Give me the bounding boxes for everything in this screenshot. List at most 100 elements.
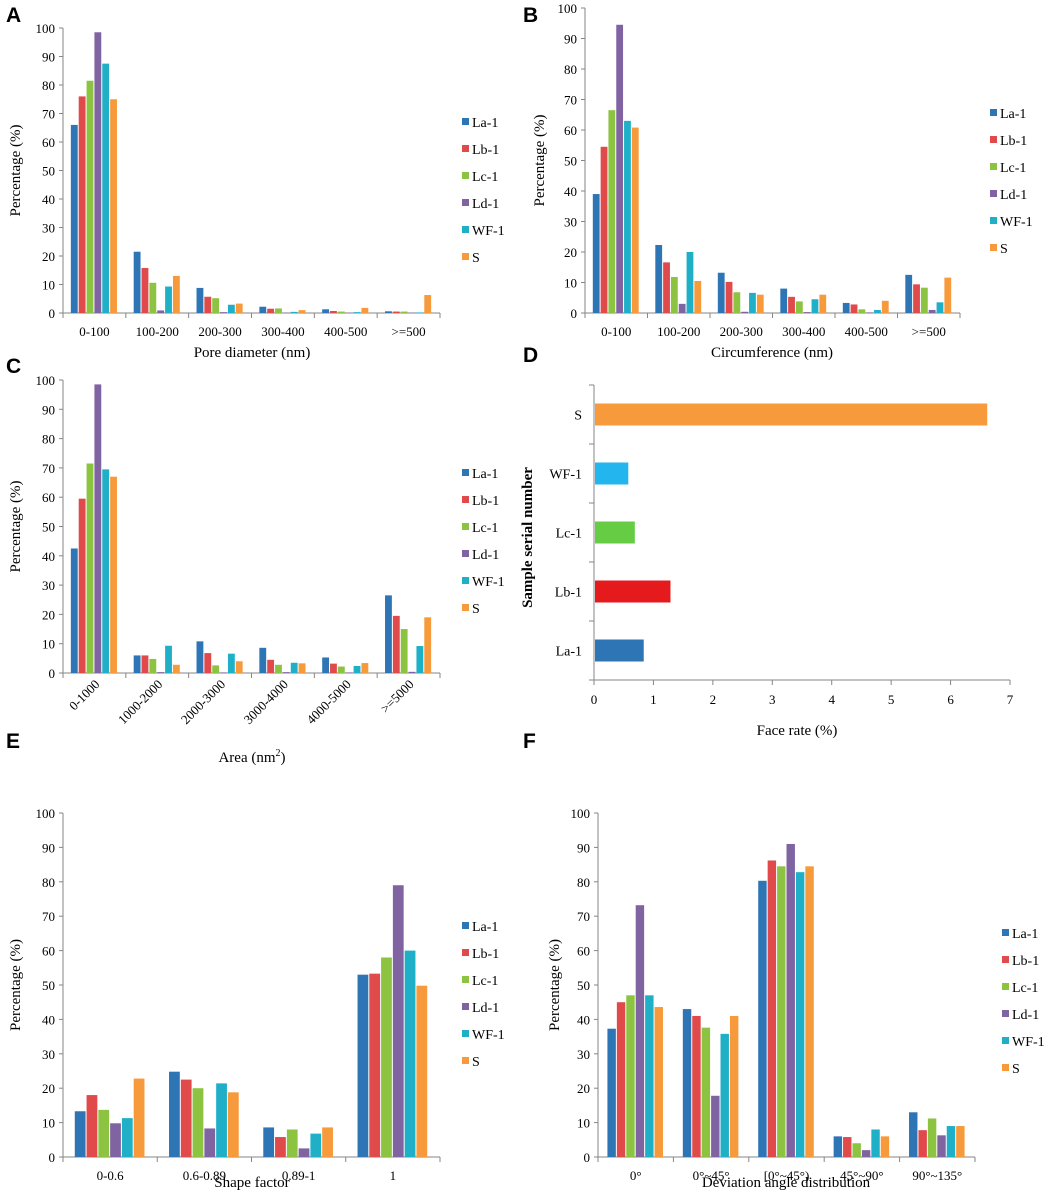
legend: La-1 Lb-1 Lc-1 Ld-1 WF-1 S	[462, 467, 505, 617]
x-axis-title-text: Circumference (nm)	[711, 345, 833, 361]
y-tick-label: 100	[36, 373, 56, 388]
y-tick-label: 100	[36, 21, 56, 36]
bar-la-1-4	[842, 302, 850, 313]
legend-label-la-1: La-1	[1012, 927, 1038, 942]
bar-lc-1-3	[275, 664, 282, 673]
bar-la-1-1	[682, 1009, 692, 1157]
bar-la-1-0	[607, 1028, 616, 1157]
bar-s-2	[322, 1127, 333, 1157]
x-tick-label: 90°~135°	[912, 1168, 962, 1183]
x-axis-title: Deviation angle distribution	[702, 1175, 871, 1191]
bar-wf-1-2	[227, 304, 235, 313]
bar-ld-1-4	[937, 1135, 946, 1157]
bar-lb-1-2	[275, 1137, 286, 1157]
y-axis-title: Percentage (%)	[547, 939, 563, 1031]
bar-lc-1-3	[381, 957, 392, 1157]
bar-s-5	[944, 277, 952, 313]
bar-lb-1-5	[913, 284, 920, 313]
bar-s-1	[172, 664, 180, 673]
bar-lc-1-2	[212, 298, 220, 313]
bar-lc-1-3	[275, 308, 282, 313]
bar-wf-1-5	[416, 646, 424, 673]
y-tick-label: 10	[42, 1116, 55, 1131]
bar-s-4	[361, 307, 369, 313]
bar-lc-1-0	[608, 110, 616, 313]
legend-label-ld-1: Ld-1	[472, 197, 499, 212]
x-axis-title-text: Deviation angle distribution	[702, 1175, 871, 1191]
x-axis-title: Area (nm2)	[218, 748, 285, 766]
legend-swatch-s	[462, 1057, 469, 1064]
bar-lb-1	[595, 580, 671, 603]
legend-swatch-lc-1	[1002, 983, 1009, 990]
bar-lb-1-4	[918, 1130, 927, 1157]
bar-lc-1-1	[670, 277, 678, 313]
bar-lb-1-1	[692, 1015, 701, 1157]
y-tick-label: 70	[564, 93, 577, 108]
x-tick-label: 3	[769, 692, 776, 707]
bar-lc-1-2	[733, 292, 741, 313]
x-axis-title-text: Area (nm	[218, 750, 275, 766]
y-tick-label: 90	[42, 50, 55, 65]
bar-wf-1	[595, 462, 629, 485]
x-tick-label: 400-500	[324, 324, 367, 339]
bar-lb-1-5	[392, 311, 400, 313]
bar-wf-1-2	[749, 292, 756, 313]
bar-wf-1-3	[290, 311, 298, 313]
x-tick-label: 1	[650, 692, 657, 707]
bar-ld-1-2	[298, 1148, 310, 1157]
bar-lb-1-2	[725, 281, 733, 313]
y-axis-title: Sample serial number	[520, 467, 536, 608]
y-tick-label: 10	[577, 1116, 590, 1131]
bar-ld-1-0	[110, 1123, 121, 1157]
legend-swatch-lb-1	[990, 136, 997, 143]
y-tick-label: 20	[564, 245, 577, 260]
legend-swatch-s	[462, 253, 469, 260]
legend-swatch-lb-1	[462, 949, 469, 956]
bar-lb-1-0	[78, 498, 86, 673]
y-tick-label: 100	[558, 1, 578, 16]
bar-lc-1-0	[86, 463, 94, 673]
bar-lc-1-1	[701, 1027, 711, 1157]
bar-la-1-3	[259, 306, 267, 313]
bar-s-1	[729, 1015, 739, 1157]
bar-lb-1-3	[788, 296, 795, 313]
legend-label-s: S	[1012, 1062, 1020, 1077]
bar-ld-1-3	[282, 672, 290, 673]
y-tick-label: 40	[42, 1012, 55, 1027]
x-tick-label: 0	[591, 692, 598, 707]
y-tick-label: WF-1	[549, 468, 582, 483]
bar-wf-1-0	[624, 120, 631, 313]
bar-ld-1-3	[803, 312, 811, 313]
bar-ld-1-1	[157, 672, 165, 673]
y-tick-label: 90	[42, 840, 55, 855]
x-axis-title-close: )	[281, 750, 286, 766]
x-tick-label: 45°~90°	[840, 1168, 883, 1183]
legend-swatch-wf-1	[990, 217, 997, 224]
bar-lb-1-1	[180, 1079, 192, 1157]
bar-wf-1-1	[165, 645, 172, 673]
legend-swatch-wf-1	[462, 1030, 469, 1037]
y-tick-label: 30	[42, 1047, 55, 1062]
y-tick-label: 60	[42, 944, 55, 959]
y-tick-label: 80	[42, 432, 55, 447]
y-tick-label: 80	[564, 62, 577, 77]
y-tick-label: La-1	[556, 645, 582, 660]
legend-label-la-1: La-1	[472, 920, 498, 935]
bar-s-1	[172, 275, 180, 313]
bar-wf-1-4	[946, 1126, 956, 1157]
bar-s-2	[756, 294, 764, 313]
bar-la-1-3	[780, 288, 788, 313]
x-tick-label: 0°	[630, 1168, 642, 1183]
bar-lb-1-4	[330, 663, 337, 673]
x-tick-label: 0-100	[79, 324, 109, 339]
x-tick-label: 100-200	[657, 324, 700, 339]
bar-lb-1-3	[369, 973, 381, 1157]
x-tick-label: 7	[1007, 692, 1014, 707]
bar-wf-1-5	[936, 302, 944, 313]
legend-swatch-la-1	[462, 469, 469, 476]
y-tick-label: 60	[564, 123, 577, 138]
chart-a: 0 10 20 30 40 50 60 70 80 90 100 0-100 100-200 200-30…	[8, 21, 505, 361]
bar-lb-1-2	[204, 296, 212, 313]
y-tick-label: 60	[42, 135, 55, 150]
x-tick-label: 200-300	[198, 324, 241, 339]
